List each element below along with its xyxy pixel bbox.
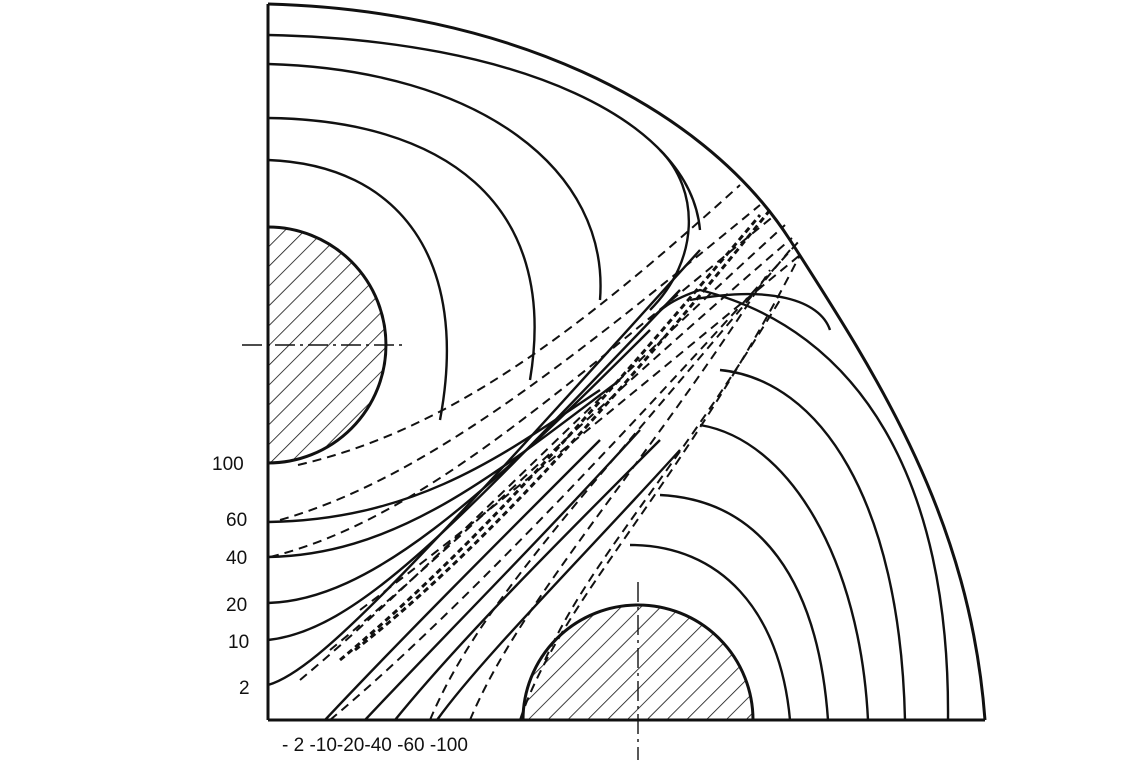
- upper-equipotential-lines: [267, 33, 702, 687]
- field-lines-dense: [339, 209, 772, 662]
- axis-label-20: 20: [226, 595, 248, 616]
- axis-label-2: 2: [239, 678, 250, 699]
- axis-label-100: 100: [212, 454, 244, 475]
- center-lines: [242, 344, 760, 760]
- field-lines: [269, 184, 801, 721]
- axis-label-40: 40: [226, 548, 248, 569]
- bottom-axis-labels: - 2 -10-20-40 -60 -100: [282, 735, 468, 756]
- lower-equipotential-lines: [324, 288, 950, 721]
- axis-label-60: 60: [226, 510, 248, 531]
- axis-label-10: 10: [228, 632, 250, 653]
